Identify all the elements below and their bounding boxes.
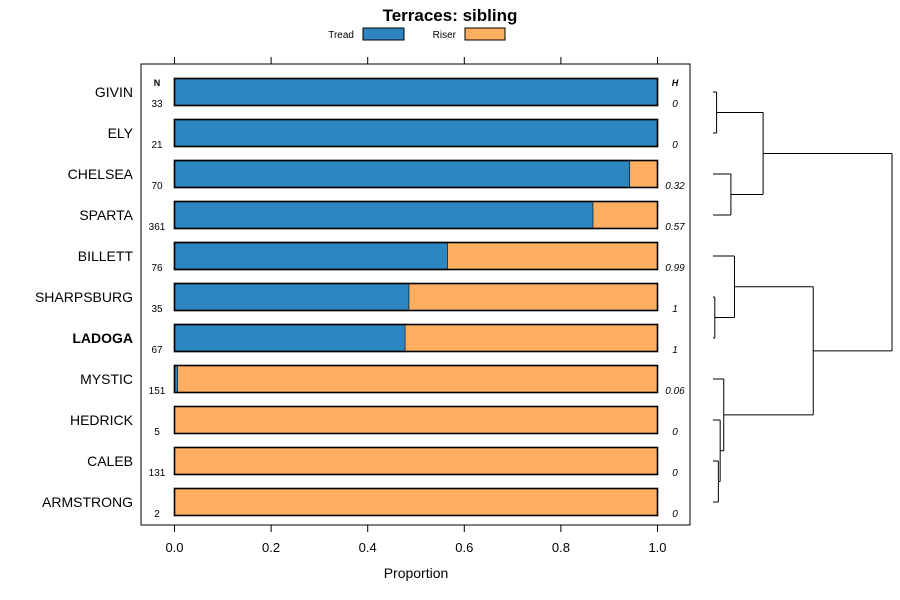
bar-outline — [173, 282, 659, 312]
h-value: 0 — [672, 99, 678, 110]
bar-segment-riser — [447, 242, 658, 270]
bar-segment-riser — [409, 283, 658, 311]
category-label: SPARTA — [79, 207, 133, 223]
bar-segment-tread — [173, 282, 410, 312]
bar-outline — [173, 364, 659, 394]
bar-outline — [173, 487, 659, 517]
bar-segment-tread — [173, 159, 631, 189]
bar-outline — [173, 200, 659, 230]
bar-segment-riser — [593, 201, 658, 229]
category-label: SHARPSBURG — [35, 289, 133, 305]
x-axis-label: Proportion — [384, 565, 449, 581]
h-value: 0.06 — [665, 386, 685, 397]
bar-segment-riser — [174, 406, 658, 434]
plot-panel — [140, 63, 691, 526]
h-value: 1 — [672, 345, 678, 356]
x-axis-ticks: 0.0 0.2 0.4 0.6 0.8 1.0 — [165, 57, 667, 555]
category-label: CHELSEA — [68, 166, 134, 182]
bar-segment-tread — [173, 77, 659, 107]
legend-swatch-riser — [464, 27, 506, 41]
n-column-header: N — [154, 78, 161, 88]
legend: Tread Riser — [328, 27, 506, 41]
h-value: 0 — [672, 509, 678, 520]
h-values: 0 0 0.32 0.57 0.99 1 1 0.06 0 0 0 — [665, 99, 685, 520]
bar-outline — [173, 159, 659, 189]
h-value: 0 — [672, 427, 678, 438]
category-label: GIVIN — [95, 84, 133, 100]
bar-segment-tread — [173, 323, 406, 353]
category-label: LADOGA — [72, 330, 133, 346]
bar-segment-riser — [405, 324, 658, 352]
bar-segment-riser — [174, 488, 658, 516]
bar-outline — [173, 446, 659, 476]
dendrogram — [713, 91, 893, 503]
category-label: CALEB — [87, 453, 133, 469]
h-column-header: H — [672, 78, 679, 88]
category-label: BILLETT — [78, 248, 134, 264]
n-value: 361 — [149, 222, 166, 233]
category-label: MYSTIC — [80, 371, 133, 387]
n-values: 33 21 70 361 76 35 67 151 5 131 2 — [149, 99, 166, 520]
x-tick-label: 0.0 — [165, 540, 183, 555]
n-value: 67 — [151, 345, 163, 356]
n-value: 131 — [149, 468, 166, 479]
bar-segment-tread — [173, 118, 659, 148]
bar-segment-riser — [174, 447, 658, 475]
n-value: 5 — [154, 427, 160, 438]
h-value: 0 — [672, 140, 678, 151]
bar-outline — [173, 323, 659, 353]
bars — [173, 77, 659, 517]
chart-title: Terraces: sibling — [383, 6, 518, 25]
row-labels: GIVIN ELY CHELSEA SPARTA BILLETT SHARPSBURG LA… — [35, 84, 134, 510]
bar-outline — [173, 118, 659, 148]
x-tick-label: 0.6 — [455, 540, 473, 555]
category-label: HEDRICK — [70, 412, 134, 428]
bar-outline — [173, 405, 659, 435]
x-tick-label: 0.4 — [359, 540, 377, 555]
x-tick-label: 1.0 — [648, 540, 666, 555]
bar-outline — [173, 77, 659, 107]
legend-swatch-tread — [362, 27, 405, 41]
bar-outline — [173, 241, 659, 271]
legend-label-riser: Riser — [433, 30, 457, 41]
x-tick-label: 0.8 — [552, 540, 570, 555]
bar-segment-riser — [629, 160, 658, 188]
n-value: 2 — [154, 509, 160, 520]
h-value: 0 — [672, 468, 678, 479]
bar-segment-riser — [177, 365, 658, 393]
category-label: ELY — [108, 125, 134, 141]
h-value: 0.99 — [665, 263, 685, 274]
n-value: 76 — [151, 263, 163, 274]
h-value: 0.32 — [665, 181, 685, 192]
h-value: 0.57 — [665, 222, 685, 233]
x-tick-label: 0.2 — [262, 540, 280, 555]
n-value: 21 — [151, 140, 163, 151]
n-value: 151 — [149, 386, 166, 397]
n-value: 33 — [151, 99, 163, 110]
n-value: 35 — [151, 304, 163, 315]
legend-label-tread: Tread — [328, 30, 354, 41]
category-label: ARMSTRONG — [42, 494, 133, 510]
bar-segment-tread — [173, 241, 449, 271]
bar-segment-tread — [173, 200, 594, 230]
h-value: 1 — [672, 304, 678, 315]
n-value: 70 — [151, 181, 163, 192]
